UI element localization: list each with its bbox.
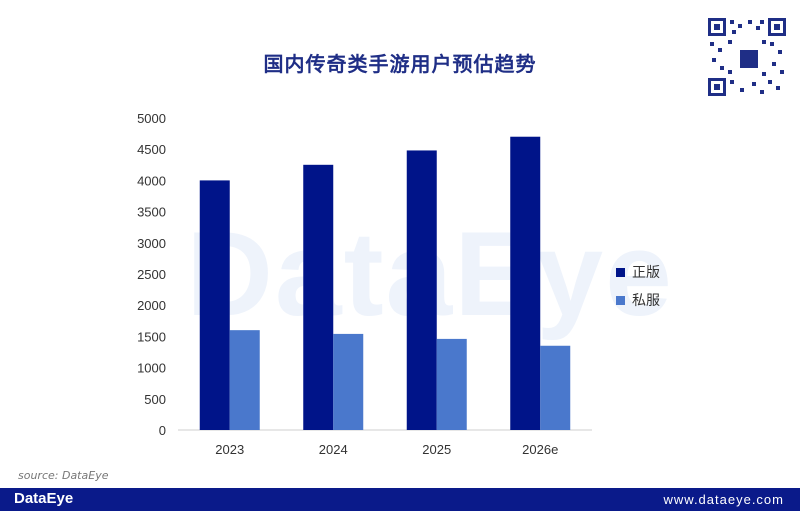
y-tick-label: 1500 xyxy=(137,329,166,344)
y-tick-label: 3000 xyxy=(137,236,166,251)
legend-swatch-正版 xyxy=(616,268,625,277)
bar-正版-2023 xyxy=(199,180,230,430)
legend-label: 私服 xyxy=(632,293,660,309)
bar-chart: 0 500 1000 1500 2000 2500 3000 3500 4000 4500 5000… xyxy=(137,111,660,457)
y-tick-label: 2500 xyxy=(137,267,166,282)
bar-正版-2025 xyxy=(406,150,437,430)
source-note: source: DataEye xyxy=(18,469,109,482)
y-tick-label: 4500 xyxy=(137,142,166,157)
bars-group xyxy=(199,136,571,431)
y-tick-label: 2000 xyxy=(137,298,166,313)
footer-logo: DataEye xyxy=(14,490,74,507)
footer-url[interactable]: www.dataeye.com xyxy=(663,492,784,507)
y-tick-label: 4000 xyxy=(137,173,166,188)
legend-swatch-私服 xyxy=(616,296,625,305)
bar-正版-2026e xyxy=(510,136,541,430)
y-tick-label: 500 xyxy=(144,392,166,407)
x-tick-label: 2025 xyxy=(422,442,451,457)
bar-私服-2024 xyxy=(333,333,364,430)
footer-bar: DataEye www.dataeye.com xyxy=(0,488,800,511)
bar-正版-2024 xyxy=(303,164,334,431)
legend-label: 正版 xyxy=(632,265,660,281)
bar-私服-2025 xyxy=(436,338,467,430)
y-tick-label: 0 xyxy=(159,423,166,438)
x-tick-label: 2023 xyxy=(215,442,244,457)
qr-logo-icon xyxy=(738,48,760,70)
x-tick-label: 2026e xyxy=(522,442,558,457)
x-axis-ticks: 2023 2024 2025 2026e xyxy=(215,442,558,457)
x-tick-label: 2024 xyxy=(319,442,348,457)
bar-私服-2026e xyxy=(540,345,571,430)
qr-code-icon xyxy=(708,18,786,96)
y-tick-label: 1000 xyxy=(137,361,166,376)
y-tick-label: 5000 xyxy=(137,111,166,126)
y-tick-label: 3500 xyxy=(137,205,166,220)
y-axis-ticks: 0 500 1000 1500 2000 2500 3000 3500 4000 4500 5000 xyxy=(137,111,166,438)
chart-title: 国内传奇类手游用户预估趋势 xyxy=(263,52,537,76)
bar-私服-2023 xyxy=(229,330,260,430)
